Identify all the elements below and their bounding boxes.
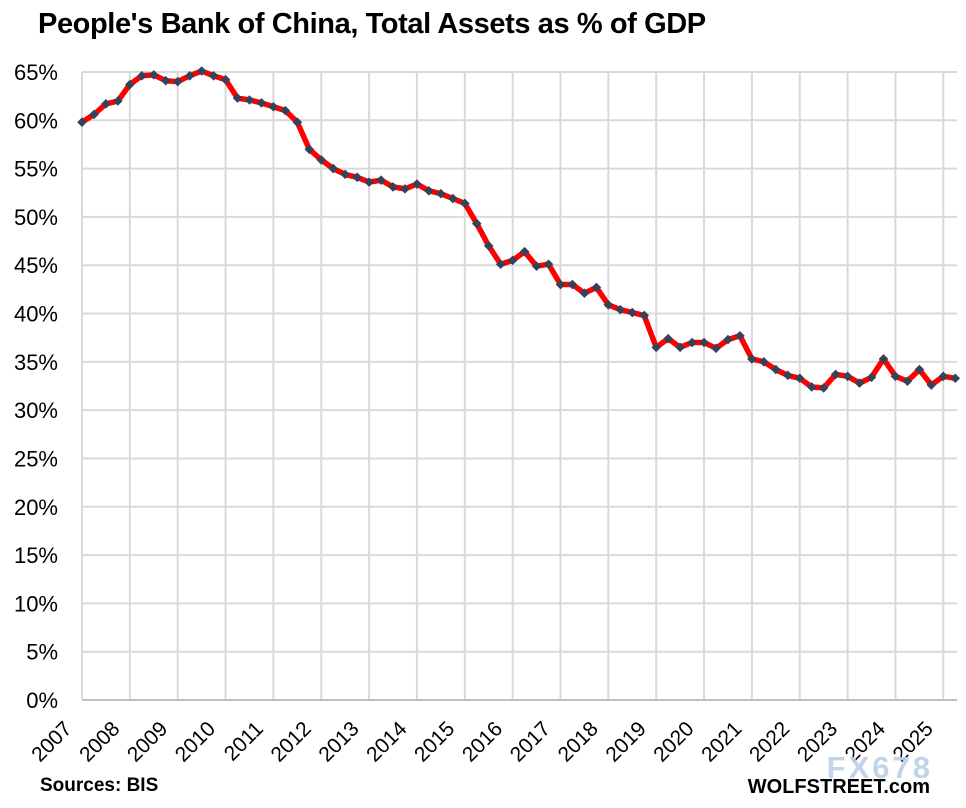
gridlines-horizontal bbox=[82, 70, 957, 653]
gridlines-vertical bbox=[81, 72, 945, 700]
x-tick-label: 2018 bbox=[554, 717, 603, 766]
y-tick-label: 30% bbox=[14, 398, 58, 423]
watermark-text: FX678 bbox=[826, 750, 933, 785]
x-tick-label: 2015 bbox=[410, 717, 459, 766]
x-tick-label: 2017 bbox=[506, 717, 555, 766]
x-tick-label: 2020 bbox=[649, 717, 698, 766]
y-axis-labels: 0% 5% 10% 15% 20% 25% 30% 35% 40% 45% 50% 55% 60% 65% bbox=[14, 60, 58, 713]
x-tick-label: 2010 bbox=[171, 717, 220, 766]
x-tick-label: 2009 bbox=[123, 717, 172, 766]
x-tick-label: 2008 bbox=[75, 717, 124, 766]
x-tick-label: 2014 bbox=[362, 717, 412, 767]
y-tick-label: 0% bbox=[26, 688, 58, 713]
y-tick-label: 25% bbox=[14, 446, 58, 471]
data-line bbox=[79, 68, 959, 391]
x-tick-label: 2021 bbox=[697, 717, 746, 766]
x-tick-label: 2007 bbox=[27, 717, 76, 766]
y-tick-label: 10% bbox=[14, 591, 58, 616]
data-markers bbox=[77, 66, 961, 393]
y-tick-label: 65% bbox=[14, 60, 58, 85]
y-tick-label: 20% bbox=[14, 495, 58, 520]
sources-label: Sources: BIS bbox=[40, 775, 159, 796]
y-tick-label: 50% bbox=[14, 205, 58, 230]
y-tick-label: 40% bbox=[14, 302, 58, 327]
chart-title: People's Bank of China, Total Assets as … bbox=[38, 8, 706, 40]
brand-link[interactable]: WOLFSTREET.com bbox=[747, 776, 930, 798]
x-tick-label: 2016 bbox=[458, 717, 507, 766]
x-tick-label: 2011 bbox=[220, 717, 268, 765]
y-tick-label: 5% bbox=[26, 640, 58, 665]
y-tick-label: 45% bbox=[14, 253, 58, 278]
y-tick-label: 60% bbox=[14, 108, 58, 133]
x-tick-label: 2022 bbox=[745, 717, 794, 766]
x-tick-label: 2013 bbox=[314, 717, 363, 766]
x-tick-label: 2012 bbox=[266, 717, 315, 766]
y-tick-label: 15% bbox=[14, 543, 58, 568]
x-tick-label: 2019 bbox=[601, 717, 650, 766]
y-tick-label: 35% bbox=[14, 350, 58, 375]
y-tick-label: 55% bbox=[14, 157, 58, 182]
